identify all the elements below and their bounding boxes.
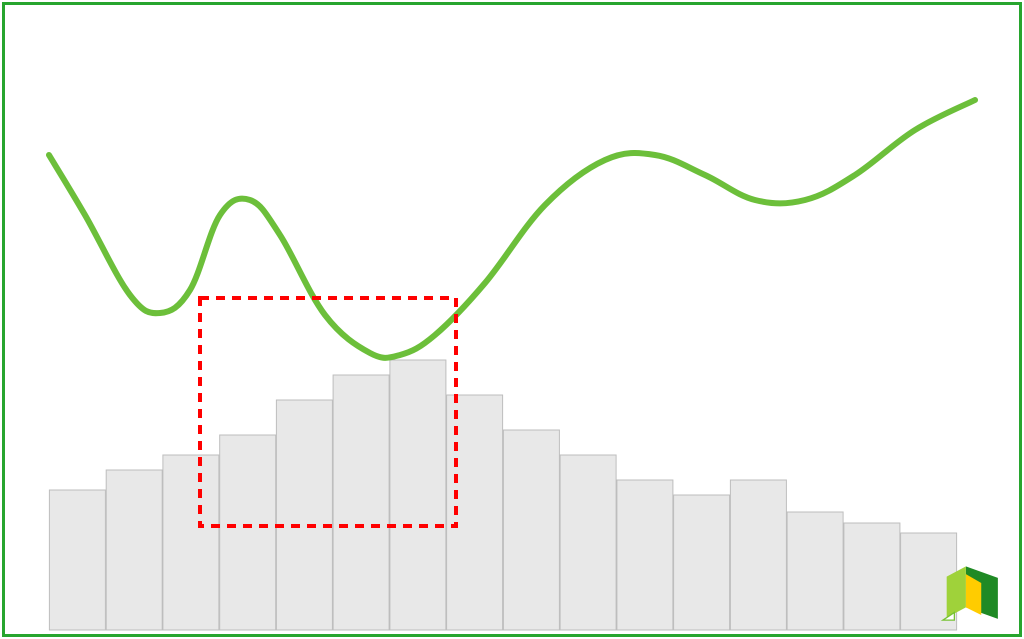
bar	[49, 490, 105, 630]
logo-icon	[937, 560, 1005, 624]
bar	[276, 400, 332, 630]
bar	[333, 375, 389, 630]
bar	[163, 455, 219, 630]
bar	[106, 470, 162, 630]
line-series	[49, 100, 975, 358]
chart-frame	[2, 2, 1022, 637]
bar	[730, 480, 786, 630]
bar	[674, 495, 730, 630]
bar	[787, 512, 843, 630]
bar	[844, 523, 900, 630]
combo-chart	[5, 5, 1019, 634]
chart-area	[5, 5, 1019, 634]
bar	[220, 435, 276, 630]
bars	[49, 360, 956, 630]
bar	[390, 360, 446, 630]
bar	[560, 455, 616, 630]
bar	[617, 480, 673, 630]
bar	[503, 430, 559, 630]
